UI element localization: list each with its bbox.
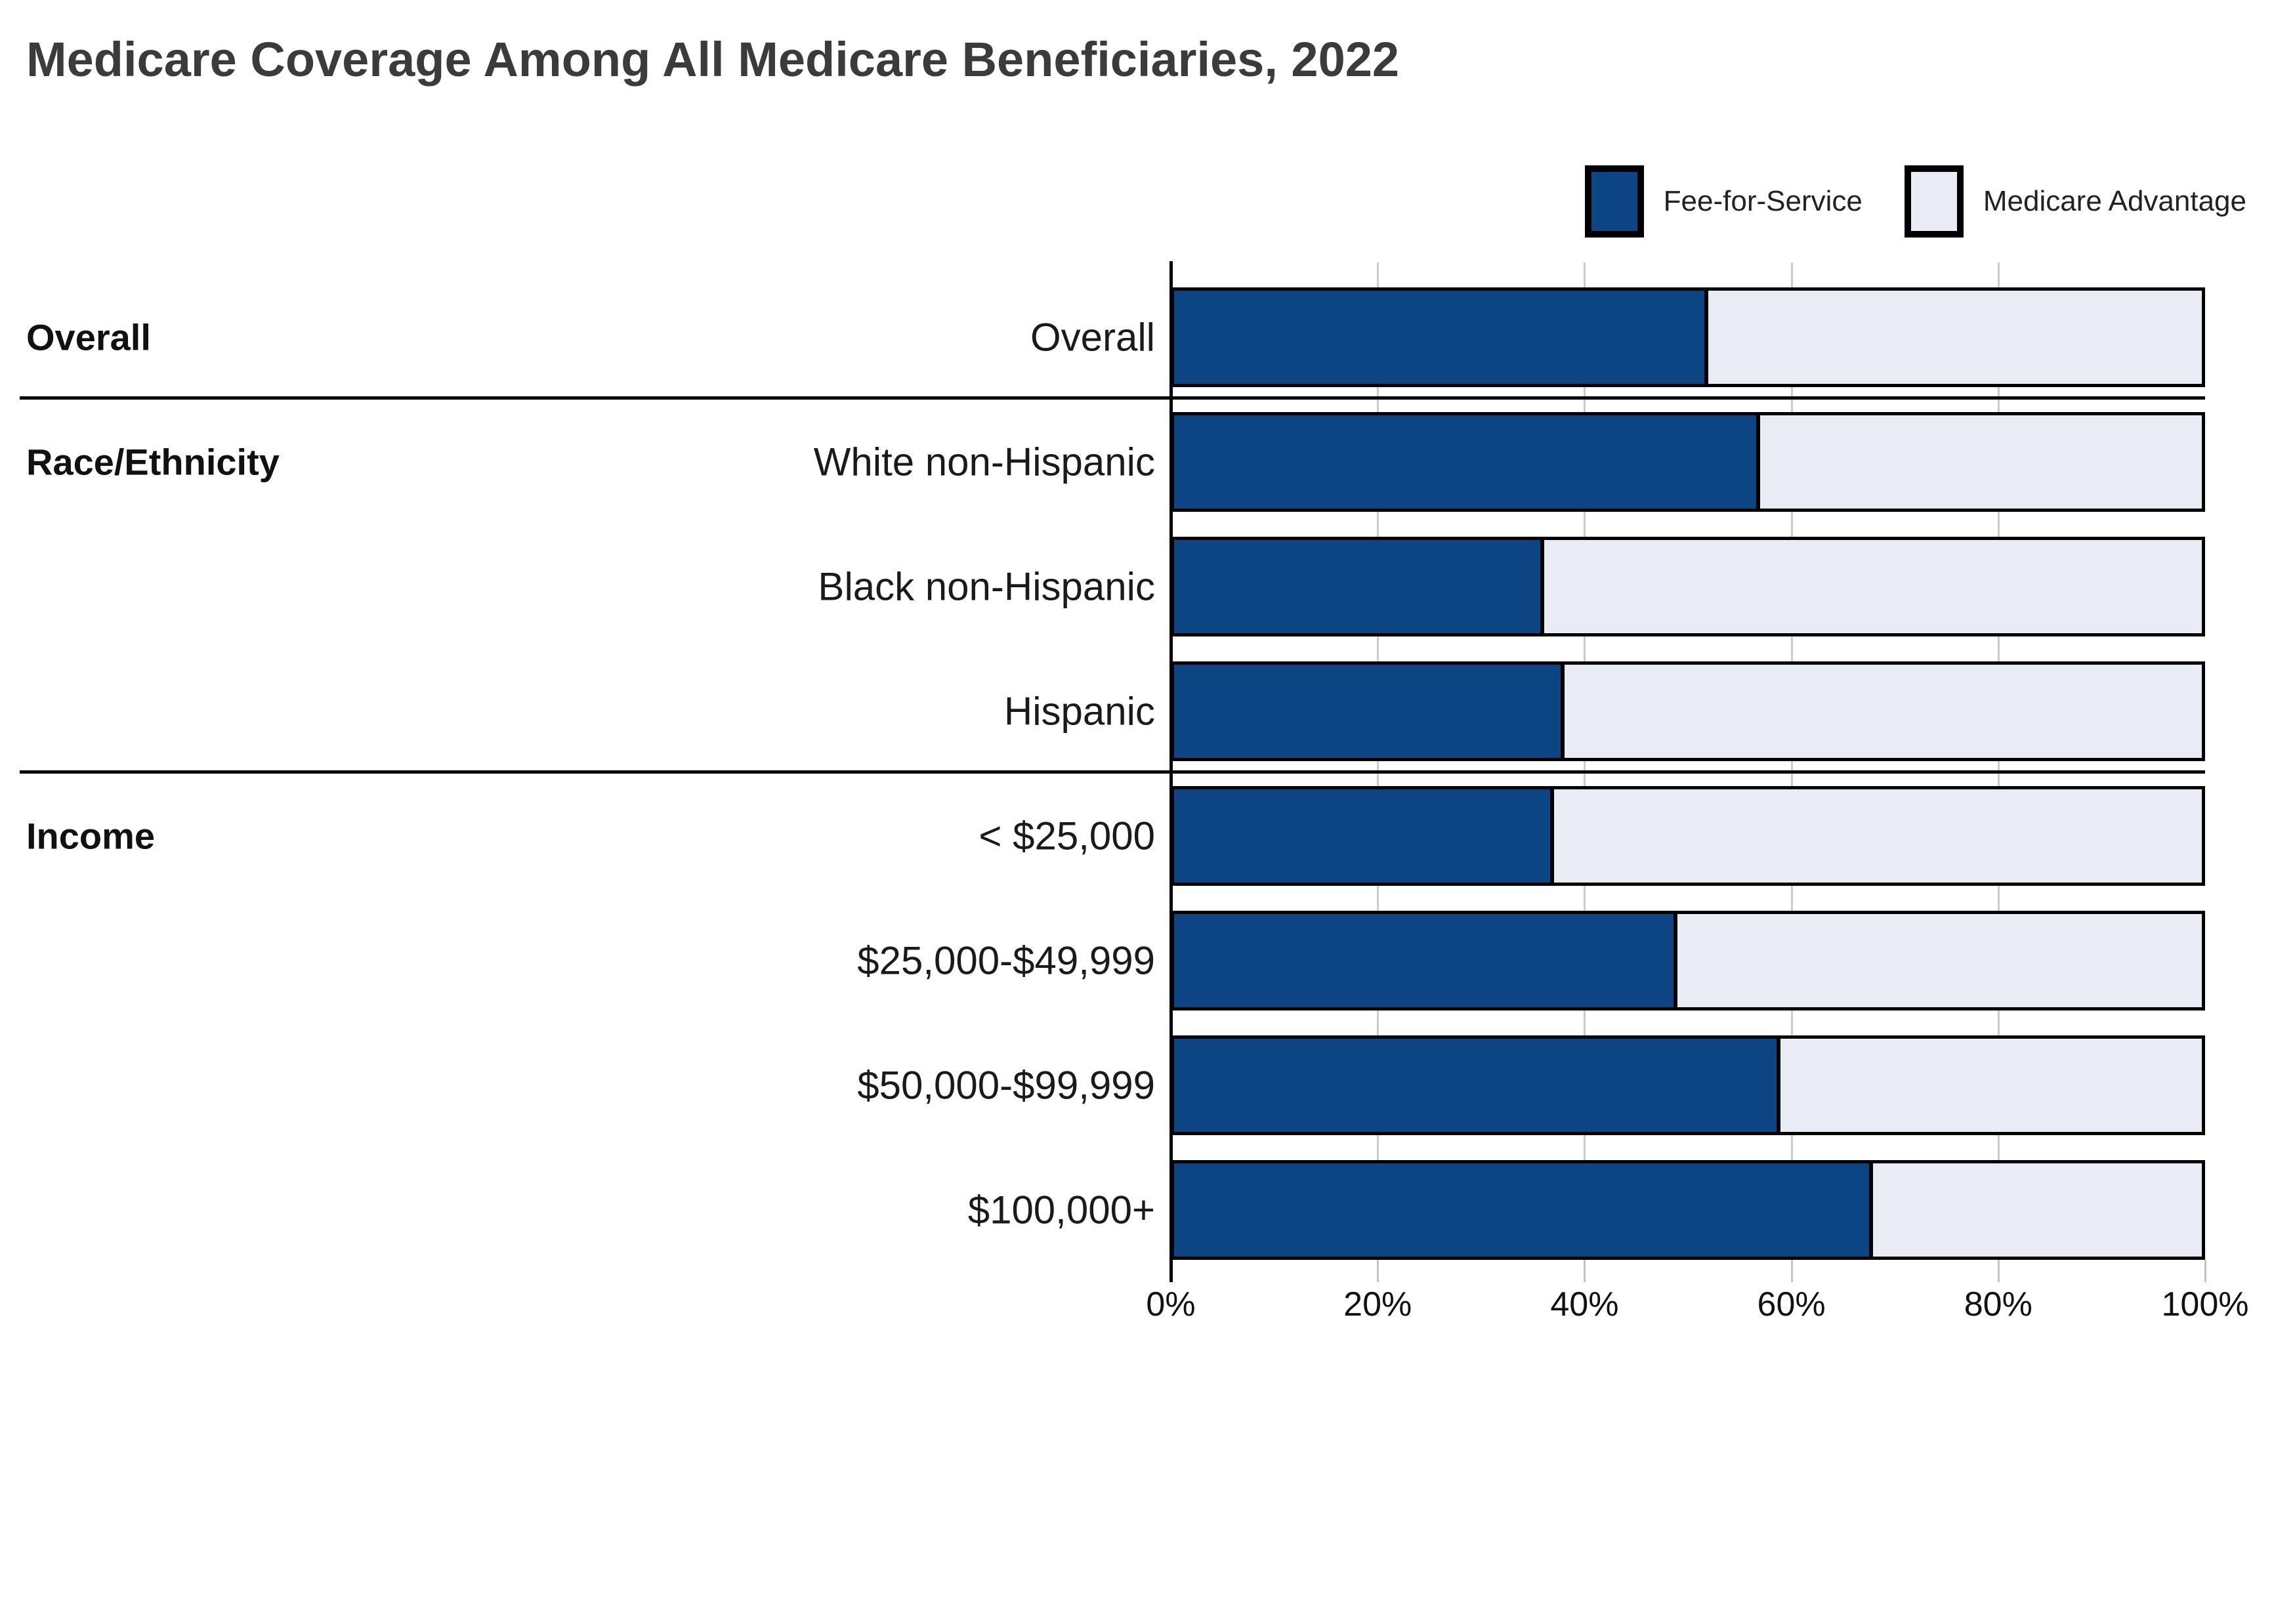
stacked-bar: [1171, 287, 2205, 387]
group-label-overall: Overall: [26, 316, 151, 358]
chart-row: Overall: [0, 287, 2274, 387]
stacked-bar: [1171, 661, 2205, 761]
legend-item-medicare-advantage: Medicare Advantage: [1904, 165, 2246, 238]
medicare-advantage-segment: [1677, 914, 2202, 1007]
gridline-40%: [1584, 262, 1586, 1260]
stacked-bar: [1171, 1160, 2205, 1260]
fee-for-service-segment: [1174, 1163, 1873, 1257]
row-label: $100,000+: [967, 1188, 1155, 1232]
row-label: White non-Hispanic: [813, 440, 1155, 484]
medicare-advantage-segment: [1708, 291, 2202, 384]
x-axis-tick-label: 0%: [1146, 1285, 1196, 1323]
row-label: Black non-Hispanic: [818, 564, 1155, 609]
chart-row: White non-Hispanic: [0, 412, 2274, 512]
stacked-bar: [1171, 786, 2205, 886]
legend-swatch-medicare-advantage: [1904, 165, 1964, 238]
legend-swatch-fee-for-service: [1584, 165, 1644, 238]
gridline-20%: [1377, 262, 1379, 1260]
x-axis-tick-label: 60%: [1757, 1285, 1826, 1323]
group-label-income: Income: [26, 815, 156, 857]
x-axis-tick: [1584, 1260, 1586, 1282]
x-axis-tick-label: 40%: [1550, 1285, 1619, 1323]
row-label: < $25,000: [979, 814, 1155, 858]
row-label: Overall: [1030, 315, 1155, 360]
fee-for-service-segment: [1174, 415, 1760, 509]
stacked-bar: [1171, 1035, 2205, 1135]
chart-row: $50,000-$99,999: [0, 1035, 2274, 1135]
x-axis-tick: [1169, 1260, 1173, 1282]
stacked-bar: [1171, 911, 2205, 1010]
x-axis-tick-label: 20%: [1343, 1285, 1412, 1323]
fee-for-service-segment: [1174, 914, 1678, 1007]
chart-row: $100,000+: [0, 1160, 2274, 1260]
group-divider: [20, 770, 2205, 774]
legend-item-fee-for-service: Fee-for-Service: [1584, 165, 1863, 238]
chart-row: < $25,000: [0, 786, 2274, 886]
legend-label-medicare-advantage: Medicare Advantage: [1983, 185, 2246, 217]
medicare-advantage-segment: [1554, 789, 2202, 883]
x-axis-tick: [2204, 1260, 2206, 1282]
chart-title: Medicare Coverage Among All Medicare Ben…: [26, 32, 1400, 87]
medicare-advantage-segment: [1759, 415, 2202, 509]
stacked-bar: [1171, 412, 2205, 512]
fee-for-service-segment: [1174, 789, 1555, 883]
medicare-advantage-segment: [1565, 665, 2202, 758]
legend: Fee-for-Service Medicare Advantage: [1584, 165, 2246, 238]
fee-for-service-segment: [1174, 1039, 1780, 1132]
medicare-advantage-segment: [1780, 1039, 2202, 1132]
group-label-race-ethnicity: Race/Ethnicity: [26, 441, 280, 483]
gridline-60%: [1790, 262, 1793, 1260]
x-axis-tick-label: 80%: [1964, 1285, 2032, 1323]
legend-label-fee-for-service: Fee-for-Service: [1663, 185, 1863, 217]
stacked-bar: [1171, 537, 2205, 636]
chart-row: $25,000-$49,999: [0, 911, 2274, 1010]
chart-row: Hispanic: [0, 661, 2274, 761]
x-axis-tick: [1377, 1260, 1379, 1282]
fee-for-service-segment: [1174, 540, 1544, 633]
group-divider: [20, 396, 2205, 400]
x-axis-tick: [1997, 1260, 2000, 1282]
row-label: $25,000-$49,999: [857, 938, 1155, 983]
chart-row: Black non-Hispanic: [0, 537, 2274, 636]
fee-for-service-segment: [1174, 665, 1565, 758]
x-axis-tick: [1790, 1260, 1793, 1282]
row-label: Hispanic: [1003, 689, 1155, 734]
gridline-80%: [1997, 262, 2000, 1260]
x-axis-tick-label: 100%: [2161, 1285, 2249, 1323]
row-label: $50,000-$99,999: [857, 1063, 1155, 1108]
medicare-advantage-segment: [1872, 1163, 2202, 1257]
medicare-advantage-segment: [1544, 540, 2202, 633]
fee-for-service-segment: [1174, 291, 1709, 384]
